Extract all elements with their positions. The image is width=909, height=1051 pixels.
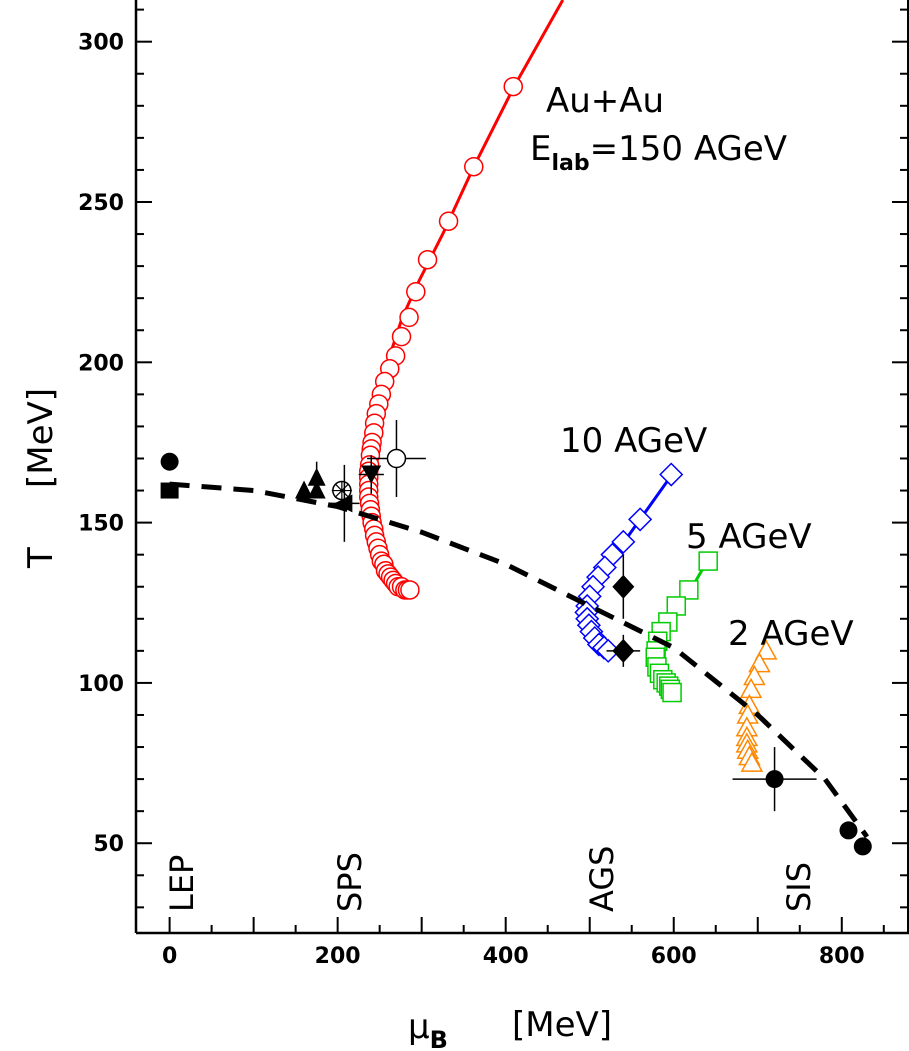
x-axis-unit: [MeV] — [512, 1005, 612, 1045]
x-axis-subscript: B — [430, 1026, 448, 1051]
x-tick-label: 600 — [651, 944, 697, 969]
data-point-filled-circle — [839, 821, 858, 840]
series-point-150-agev-trajectory — [406, 282, 426, 302]
series-point-150-agev-trajectory — [399, 307, 419, 328]
data-point-filled-triangle-left — [334, 494, 353, 513]
facility-lep: LEP — [163, 855, 201, 912]
data-point-filled-diamond — [612, 574, 635, 599]
data-point-filled-triangle-up — [307, 480, 326, 499]
data-point-cross-circle-d2 — [335, 484, 349, 497]
series-point-2-agev-trajectory — [754, 639, 778, 660]
y-tick-label: 250 — [78, 191, 124, 216]
facility-ags: AGS — [583, 846, 621, 912]
data-point-filled-triangle-up — [295, 480, 314, 499]
series-point-10-agev-trajectory — [659, 462, 684, 487]
data-point-filled-circle — [160, 452, 179, 471]
series-point-150-agev-trajectory — [503, 76, 524, 97]
x-tick-label: 400 — [483, 944, 529, 969]
annotation-2agev: 2 AGeV — [728, 614, 854, 654]
annotation-elab-value: =150 AGeV — [590, 129, 787, 169]
annotation-elab-prefix: E — [530, 129, 551, 169]
y-tick-label: 200 — [78, 351, 124, 376]
y-tick-label: 100 — [78, 672, 124, 697]
chart-text: Au+Au Elab=150 AGeV 10 AGeV 5 AGeV 2 AGe… — [21, 81, 854, 1051]
data-point-open-circle — [386, 448, 407, 469]
y-tick-label: 150 — [78, 512, 124, 537]
series-point-150-agev-trajectory — [391, 326, 412, 347]
series-point-2-agev-trajectory — [740, 751, 764, 772]
x-tick-label: 0 — [162, 944, 177, 969]
data-point-filled-square — [160, 482, 179, 499]
y-tick-label: 50 — [93, 832, 124, 857]
series-point-150-agev-trajectory — [417, 249, 438, 270]
series-point-5-agev-trajectory — [679, 580, 699, 600]
series-point-150-agev-trajectory — [464, 156, 484, 177]
series-point-5-agev-trajectory — [662, 682, 682, 703]
y-axis-title: T — [21, 547, 61, 569]
series-point-10-agev-trajectory — [611, 529, 636, 554]
y-axis-unit: [MeV] — [21, 388, 61, 488]
plot-area — [160, 0, 872, 856]
facility-sps: SPS — [331, 852, 369, 912]
data-point-filled-diamond — [612, 638, 635, 663]
series-point-150-agev-trajectory — [400, 580, 420, 600]
data-point-filled-triangle-up — [307, 467, 326, 486]
series-point-10-agev-trajectory — [628, 507, 653, 532]
data-point-filled-circle — [853, 837, 872, 856]
axes: 50 100 150 200 250 300 0 200 400 600 800 — [78, 0, 909, 969]
annotation-system: Au+Au — [546, 81, 664, 121]
plot-content — [160, 0, 872, 856]
annotation-5agev: 5 AGeV — [686, 517, 812, 557]
annotation-10agev: 10 AGeV — [560, 421, 707, 461]
facility-sis: SIS — [780, 862, 818, 912]
x-tick-label: 800 — [819, 944, 865, 969]
x-axis-symbol: μ — [408, 1007, 430, 1047]
series-point-5-agev-trajectory — [698, 551, 718, 571]
series-line-150-agev-trajectory — [365, 0, 565, 592]
x-axis-title: μB [MeV] — [408, 1005, 612, 1051]
y-tick-label: 300 — [78, 31, 124, 56]
annotation-elab: Elab=150 AGeV — [530, 129, 787, 176]
series-point-150-agev-trajectory — [438, 211, 459, 231]
annotation-elab-sub: lab — [551, 151, 589, 176]
x-tick-label: 200 — [315, 944, 361, 969]
data-point-filled-circle — [765, 770, 784, 789]
series-line-freeze-out-curve — [169, 481, 870, 839]
data-point-filled-triangle-down — [361, 465, 382, 484]
